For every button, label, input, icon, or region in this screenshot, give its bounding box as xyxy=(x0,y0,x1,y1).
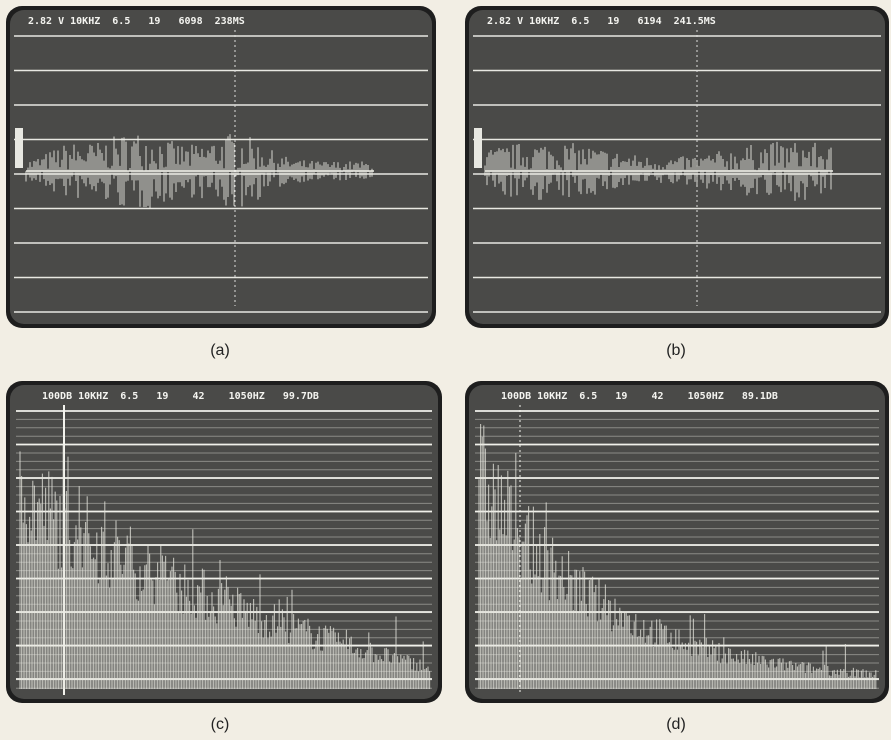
caption: (d) xyxy=(646,716,706,734)
caption: (a) xyxy=(190,342,250,360)
marker xyxy=(474,128,482,168)
screen-header: 2.82 V 10KHZ 6.5 19 6098 238MS xyxy=(28,16,245,27)
scope-screen: 100DB 10KHZ 6.5 19 42 1050HZ 99.7DB xyxy=(6,381,442,703)
figure: 2.82 V 10KHZ 6.5 19 6098 238MS 2.82 V 10… xyxy=(0,0,891,740)
screen-header: 100DB 10KHZ 6.5 19 42 1050HZ 99.7DB xyxy=(42,391,319,402)
marker xyxy=(15,128,23,168)
scope-screen: 2.82 V 10KHZ 6.5 19 6098 238MS xyxy=(6,6,436,328)
caption: (b) xyxy=(646,342,706,360)
caption: (c) xyxy=(190,716,250,734)
screen-header: 100DB 10KHZ 6.5 19 42 1050HZ 89.1DB xyxy=(501,391,778,402)
screen-header: 2.82 V 10KHZ 6.5 19 6194 241.5MS xyxy=(487,16,716,27)
scope-screen: 100DB 10KHZ 6.5 19 42 1050HZ 89.1DB xyxy=(465,381,889,703)
scope-screen: 2.82 V 10KHZ 6.5 19 6194 241.5MS xyxy=(465,6,889,328)
